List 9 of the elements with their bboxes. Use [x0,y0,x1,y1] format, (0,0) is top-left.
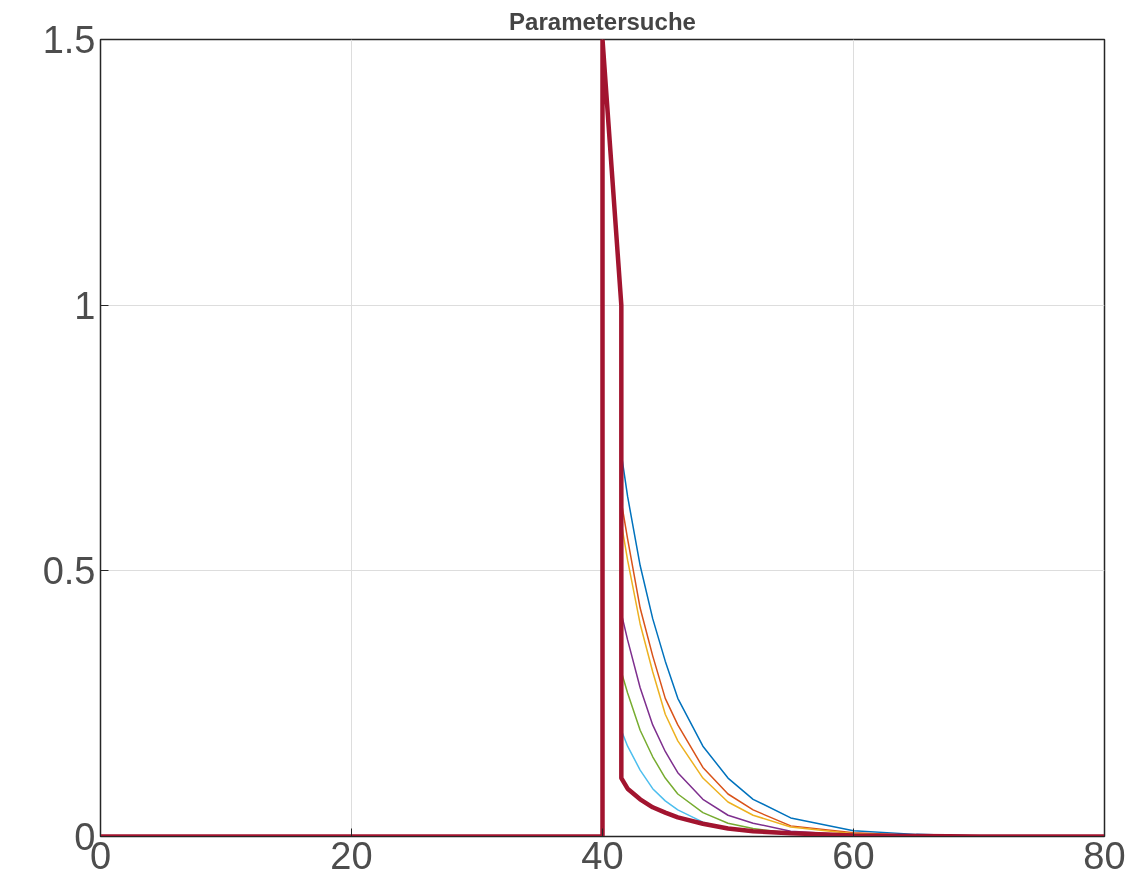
x-tick-label: 80 [1083,834,1126,877]
x-tick-label: 20 [330,834,373,877]
y-tick-label: 0.5 [42,550,96,593]
x-tick-label: 60 [832,834,875,877]
y-tick-label: 1 [74,284,96,327]
x-tick-label: 40 [581,834,624,877]
line-series [100,39,1105,837]
chart-title: Parametersuche [509,7,696,35]
y-tick-label: 1.5 [42,19,96,61]
